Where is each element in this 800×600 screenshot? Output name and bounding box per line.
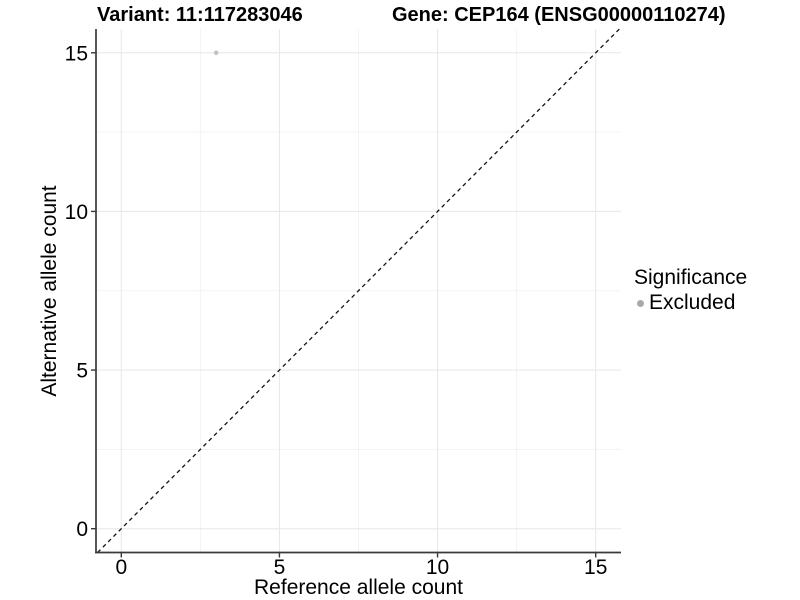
data-point bbox=[213, 50, 219, 56]
y-tick-label: 15 bbox=[65, 42, 88, 65]
plot-title-gene: Gene: CEP164 (ENSG00000110274) bbox=[392, 4, 726, 26]
plot-title-variant: Variant: 11:117283046 bbox=[97, 4, 303, 26]
legend-key-dot bbox=[637, 299, 644, 307]
x-tick-label: 5 bbox=[274, 556, 286, 579]
legend-title: Significance bbox=[634, 266, 748, 289]
identity-line bbox=[97, 28, 620, 553]
legend: Significance Excluded bbox=[634, 266, 747, 315]
x-axis-title: Reference allele count bbox=[254, 576, 463, 599]
y-axis-title: Alternative allele count bbox=[38, 185, 61, 397]
x-tick-label: 10 bbox=[426, 556, 449, 579]
legend-item-excluded: Excluded bbox=[634, 291, 747, 315]
y-tick-label: 5 bbox=[76, 360, 88, 383]
y-tick-label: 10 bbox=[65, 201, 88, 224]
y-tick-label: 0 bbox=[76, 518, 88, 541]
legend-item-label: Excluded bbox=[649, 291, 736, 314]
x-tick-label: 0 bbox=[115, 556, 127, 579]
x-tick-label: 15 bbox=[584, 556, 607, 579]
